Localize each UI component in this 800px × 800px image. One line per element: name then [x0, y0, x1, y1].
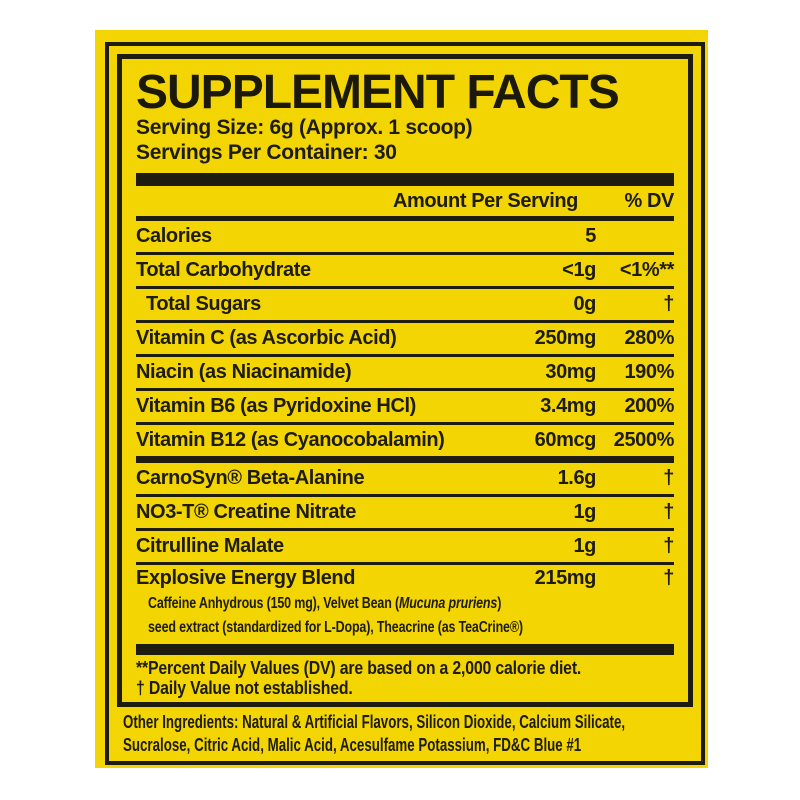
servings-per-container: Servings Per Container: 30: [136, 141, 397, 164]
nutrient-row-citrulline-malate: Citrulline Malate 1g †: [136, 531, 674, 562]
divider-medium: [136, 216, 674, 221]
divider: [136, 252, 674, 255]
nutrient-row-vitamin-b6: Vitamin B6 (as Pyridoxine HCl) 3.4mg 200…: [136, 391, 674, 422]
supplement-facts-box: SUPPLEMENT FACTS Serving Size: 6g (Appro…: [117, 54, 693, 707]
dv-header: % DV: [624, 190, 674, 212]
nutrient-dv: 2500%: [613, 429, 675, 451]
nutrient-name: Vitamin B12 (as Cyanocobalamin): [136, 429, 445, 451]
nutrient-row-calories: Calories 5: [136, 221, 674, 252]
nutrient-name: Niacin (as Niacinamide): [136, 361, 352, 383]
nutrient-amount: 1.6g: [557, 467, 597, 489]
blend-text: Caffeine Anhydrous (150 mg), Velvet Bean…: [148, 595, 399, 612]
nutrient-amount: 1g: [573, 535, 596, 557]
nutrient-amount: 0g: [573, 293, 596, 315]
nutrient-row-energy-blend: Explosive Energy Blend 215mg †: [136, 565, 674, 592]
divider: [136, 388, 674, 391]
nutrient-row-vitamin-c: Vitamin C (as Ascorbic Acid) 250mg 280%: [136, 323, 674, 354]
amount-per-serving-header: Amount Per Serving: [392, 190, 578, 212]
blend-ingredients-line-1: Caffeine Anhydrous (150 mg), Velvet Bean…: [148, 592, 558, 616]
column-header-row: Amount Per Serving % DV: [136, 186, 674, 216]
divider: [136, 320, 674, 323]
nutrient-dv: <1%**: [619, 259, 675, 281]
nutrient-dv: 190%: [624, 361, 674, 383]
nutrient-dv: †: [663, 567, 674, 589]
divider: [136, 562, 674, 565]
nutrient-dv: †: [663, 293, 674, 315]
nutrient-name: Total Carbohydrate: [136, 259, 311, 281]
divider: [136, 422, 674, 425]
supplement-label: SUPPLEMENT FACTS Serving Size: 6g (Appro…: [95, 30, 708, 768]
nutrient-dv: †: [663, 535, 674, 557]
nutrient-dv: 280%: [624, 327, 674, 349]
nutrient-name: Explosive Energy Blend: [136, 567, 356, 589]
label-outer-border: SUPPLEMENT FACTS Serving Size: 6g (Appro…: [105, 42, 705, 765]
other-ingredients-line-2: Sucralose, Citric Acid, Malic Acid, Aces…: [123, 734, 582, 755]
nutrient-amount: 60mcg: [534, 429, 597, 451]
blend-ingredients: Caffeine Anhydrous (150 mg), Velvet Bean…: [148, 592, 674, 640]
footnote-daily-values: **Percent Daily Values (DV) are based on…: [136, 658, 582, 678]
serving-size: Serving Size: 6g (Approx. 1 scoop): [136, 116, 473, 139]
blend-latin-name: Mucuna pruriens: [398, 595, 498, 612]
other-ingredients-line-1: Other Ingredients: Natural & Artificial …: [123, 711, 626, 732]
nutrient-row-beta-alanine: CarnoSyn® Beta-Alanine 1.6g †: [136, 463, 674, 494]
nutrient-row-vitamin-b12: Vitamin B12 (as Cyanocobalamin) 60mcg 25…: [136, 425, 674, 456]
nutrient-row-total-sugars: Total Sugars 0g †: [136, 289, 674, 320]
nutrient-row-creatine-nitrate: NO3-T® Creatine Nitrate 1g †: [136, 497, 674, 528]
blend-ingredients-line-2: seed extract (standardized for L-Dopa), …: [148, 619, 523, 636]
nutrient-amount: 215mg: [534, 567, 597, 589]
nutrient-name: Vitamin B6 (as Pyridoxine HCl): [136, 395, 416, 417]
nutrient-name: NO3-T® Creatine Nitrate: [136, 501, 357, 523]
nutrient-amount: 1g: [573, 501, 596, 523]
spacer: [136, 165, 674, 173]
divider: [136, 528, 674, 531]
divider: [136, 286, 674, 289]
nutrient-name: Vitamin C (as Ascorbic Acid): [136, 327, 397, 349]
nutrient-dv: 200%: [624, 395, 674, 417]
page-title: SUPPLEMENT FACTS: [136, 66, 620, 119]
nutrient-dv: †: [663, 467, 674, 489]
nutrient-name: Total Sugars: [146, 293, 261, 315]
nutrient-dv: †: [663, 501, 674, 523]
footnotes: **Percent Daily Values (DV) are based on…: [136, 658, 674, 698]
divider: [136, 494, 674, 497]
blend-text: ): [497, 595, 502, 612]
nutrient-row-total-carbohydrate: Total Carbohydrate <1g <1%**: [136, 255, 674, 286]
nutrient-amount: 5: [585, 225, 596, 247]
nutrient-name: Citrulline Malate: [136, 535, 284, 557]
nutrient-amount: 250mg: [534, 327, 597, 349]
nutrient-amount: 3.4mg: [540, 395, 596, 417]
nutrient-amount: <1g: [562, 259, 596, 281]
footnote-dv-not-established: † Daily Value not established.: [136, 678, 353, 698]
nutrient-name: CarnoSyn® Beta-Alanine: [136, 467, 365, 489]
divider-heavy: [136, 173, 674, 186]
nutrient-name: Calories: [136, 225, 212, 247]
divider-heavy: [136, 644, 674, 655]
nutrient-amount: 30mg: [545, 361, 596, 383]
other-ingredients: Other Ingredients: Natural & Artificial …: [123, 710, 701, 756]
divider-thick: [136, 456, 674, 463]
divider: [136, 354, 674, 357]
nutrient-row-niacin: Niacin (as Niacinamide) 30mg 190%: [136, 357, 674, 388]
